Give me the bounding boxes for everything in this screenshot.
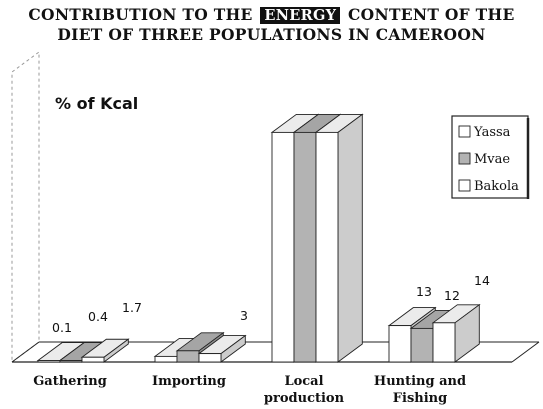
y-axis-label: % of Kcal (55, 94, 138, 113)
category-label-1: Importing (152, 374, 226, 389)
bar-mvae-2 (293, 131, 317, 363)
bar-bakola-2 (315, 131, 339, 363)
legend-label-mvae: Mvae (474, 152, 510, 167)
bar-bakola-1 (198, 353, 222, 363)
bar-mvae-0 (59, 360, 83, 363)
title-suffix: CONTENT OF THE (348, 5, 515, 24)
bar-yassa-3 (388, 325, 412, 363)
legend-label-bakola: Bakola (474, 179, 519, 194)
chart-title-line1: CONTRIBUTION TO THE ENERGY CONTENT OF TH… (0, 5, 543, 24)
bar-mvae-3 (410, 327, 434, 363)
legend-label-yassa: Yassa (473, 125, 511, 140)
bar-yassa-1 (154, 355, 178, 363)
bar-mvae-1 (176, 350, 200, 363)
data-label-0-2: 1.7 (122, 300, 142, 315)
bar-side-bakola-2 (337, 113, 363, 363)
floor-right-edge (511, 341, 540, 363)
data-label-3-0: 13 (416, 284, 432, 299)
title-prefix: CONTRIBUTION TO THE (28, 5, 253, 24)
legend-swatch-bakola (458, 179, 471, 192)
data-label-2-1: 82 (0, 0, 8, 3)
bar-yassa-2 (271, 131, 295, 363)
category-label-0: Gathering (33, 374, 107, 389)
data-label-3-2: 14 (474, 273, 490, 288)
floor-left-edge (11, 341, 40, 363)
title-highlight: ENERGY (260, 7, 341, 24)
chart-title-line2: DIET OF THREE POPULATIONS IN CAMEROON (57, 25, 486, 44)
bar-bakola-0 (81, 356, 105, 363)
back-wall (11, 51, 40, 363)
legend-swatch-mvae (458, 152, 471, 165)
category-label-2: Local production (264, 374, 345, 406)
category-label-3: Hunting and Fishing (374, 374, 466, 406)
legend-swatch-yassa (458, 125, 471, 138)
bar-bakola-3 (432, 322, 456, 363)
bar-yassa-0 (37, 360, 61, 363)
data-label-0-0: 0.1 (52, 320, 72, 335)
data-label-1-2: 3 (240, 308, 248, 323)
data-label-3-1: 12 (444, 288, 460, 303)
data-label-0-1: 0.4 (88, 309, 108, 324)
